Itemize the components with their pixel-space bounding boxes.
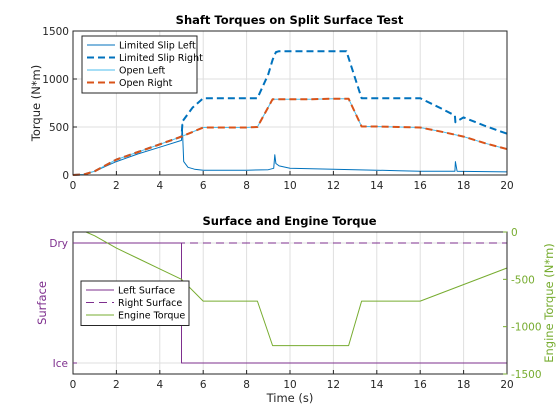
bottom-legend-label: Engine Torque — [118, 311, 185, 322]
bottom-xtick-label: 4 — [156, 379, 163, 391]
bottom-xtick-label: 0 — [70, 379, 77, 391]
top-ytick-label: 0 — [62, 170, 69, 182]
bottom-xtick-label: 12 — [327, 379, 340, 391]
top-chart-title: Shaft Torques on Split Surface Test — [176, 13, 404, 27]
top-plot: Shaft Torques on Split Surface Test 0 2 4 6… — [29, 13, 514, 192]
bottom-right-tick-label: -1000 — [511, 322, 542, 334]
top-legend-label: Open Left — [119, 66, 166, 77]
top-xtick-label: 4 — [156, 180, 163, 192]
bottom-legend-label: Right Surface — [118, 298, 182, 309]
top-xtick-label: 6 — [200, 180, 207, 192]
top-xtick-label: 18 — [457, 180, 470, 192]
top-xtick-label: 12 — [327, 180, 340, 192]
top-xtick-label: 16 — [414, 180, 428, 192]
bottom-right-tick-label: 0 — [511, 227, 518, 239]
bottom-chart-title: Surface and Engine Torque — [202, 214, 376, 228]
top-xtick-label: 10 — [283, 180, 296, 192]
bottom-right-tick-label: -500 — [511, 274, 535, 286]
bottom-xtick-label: 14 — [370, 379, 384, 391]
bottom-xtick-label: 2 — [113, 379, 120, 391]
bottom-legend-label: Left Surface — [118, 286, 175, 297]
top-legend-label: Open Right — [119, 78, 173, 89]
bottom-right-tick-label: -1500 — [511, 369, 542, 381]
top-xtick-label: 2 — [113, 180, 120, 192]
bottom-series-line-3 — [85, 231, 508, 347]
bottom-xtick-label: 20 — [500, 379, 513, 391]
top-tick-labels: 0 2 4 6 8 10 12 14 16 18 20 0 500 1000 1500 — [42, 26, 513, 192]
bottom-xtick-label: 8 — [243, 379, 250, 391]
bottom-xtick-label: 16 — [414, 379, 428, 391]
top-series-line-1 — [72, 123, 508, 176]
top-legend-label: Limited Slip Right — [119, 53, 203, 64]
top-ylabel: Torque (N*m) — [29, 65, 43, 142]
top-xtick-label: 20 — [500, 180, 513, 192]
bottom-xtick-label: 18 — [457, 379, 470, 391]
top-series-group — [72, 50, 508, 176]
bottom-legend-box — [80, 280, 190, 326]
top-ytick-label: 1000 — [42, 74, 69, 86]
top-xtick-label: 14 — [370, 180, 384, 192]
top-ytick-label: 1500 — [42, 26, 69, 38]
bottom-left-tick-label: Ice — [53, 358, 68, 370]
top-ytick-label: 500 — [49, 122, 69, 134]
top-xtick-label: 8 — [243, 180, 250, 192]
bottom-ylabel-left: Surface — [35, 281, 49, 325]
bottom-plot: Surface and Engine Torque 0 2 4 6 8 10 12 14 16 1… — [35, 214, 556, 405]
bottom-xtick-label: 6 — [200, 379, 207, 391]
bottom-left-tick-label: Dry — [49, 238, 68, 250]
top-legend-label: Limited Slip Left — [119, 41, 196, 52]
top-xtick-label: 0 — [70, 180, 77, 192]
top-series-line-4 — [72, 97, 508, 176]
bottom-xlabel: Time (s) — [266, 391, 314, 405]
bottom-ylabel-right: Engine Torque (N*m) — [542, 243, 556, 363]
bottom-xtick-label: 10 — [283, 379, 296, 391]
